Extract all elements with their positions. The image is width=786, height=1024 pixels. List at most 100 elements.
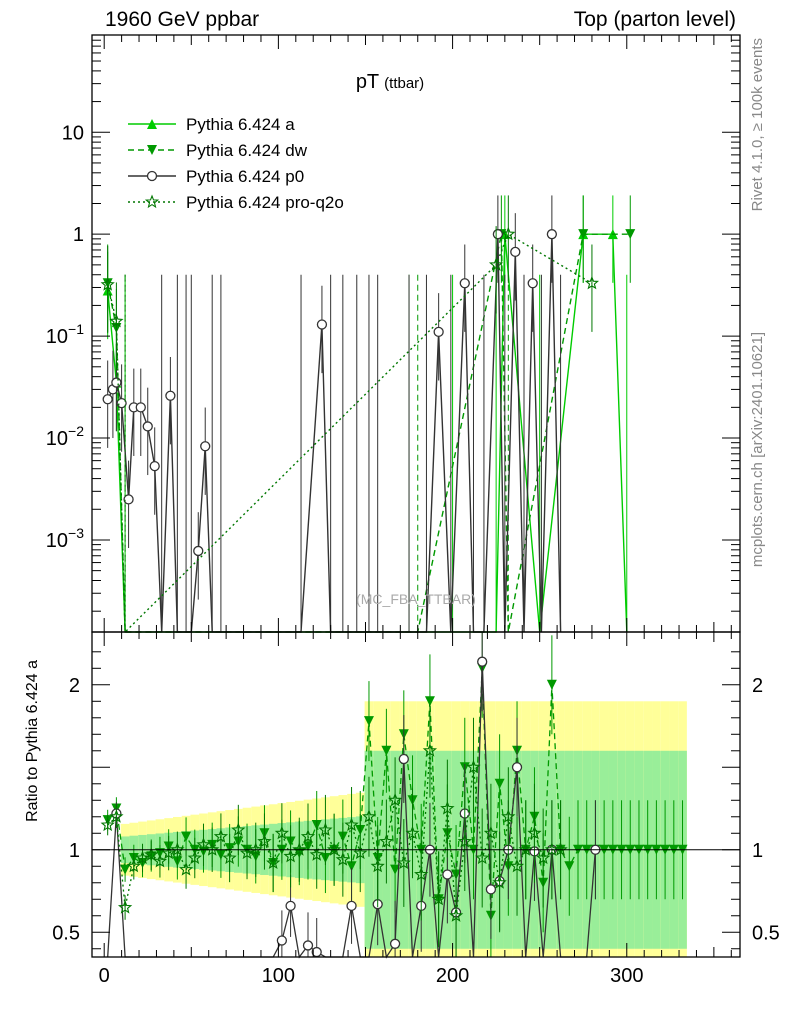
ratio-point-pro_q2o (387, 792, 403, 807)
ratio-y-tick-label: 2 (69, 675, 80, 697)
x-tick-label: 200 (436, 965, 469, 987)
ratio-point-p0 (302, 940, 314, 951)
main-point-dw (625, 229, 636, 240)
ratio-point-pro_q2o (117, 899, 133, 914)
ratio-point-p0 (398, 753, 409, 765)
ratio-point-pro_q2o (100, 817, 115, 832)
ratio-point-pro_q2o (135, 850, 150, 865)
ratio-y-axis-label: Ratio to Pythia 6.424 a (24, 660, 41, 822)
ratio-point-pro_q2o (475, 850, 490, 865)
ratio-y-tick-label: 1 (69, 840, 80, 862)
header-right: Top (parton level) (573, 8, 736, 31)
plot-title: pT (ttbar) (356, 71, 424, 93)
main-y-tick-label: 10−1 (46, 321, 84, 348)
ratio-point-pro_q2o (283, 848, 298, 863)
ratio-point-dw (120, 864, 131, 875)
ratio-point-p0 (485, 884, 497, 895)
ratio-y-tick-label: 0.5 (52, 922, 80, 944)
main-point-p0 (492, 229, 504, 240)
ratio-point-pro_q2o (187, 850, 202, 865)
ratio-point-pro_q2o (144, 847, 159, 861)
ratio-point-pro_q2o (300, 829, 316, 843)
ratio-point-pro_q2o (170, 842, 185, 856)
ratio-point-pro_q2o (405, 825, 420, 840)
ratio-point-pro_q2o (370, 858, 385, 873)
legend-label-p0: Pythia 6.424 p0 (186, 167, 304, 186)
ratio-point-pro_q2o (196, 837, 211, 851)
main-point-pro_q2o (109, 313, 124, 328)
rivet-label: Rivet 4.1.0, ≥ 100k events (749, 38, 766, 211)
ratio-point-pro_q2o (553, 842, 568, 856)
main-point-p0 (200, 441, 211, 452)
ratio-point-pro_q2o (318, 822, 333, 836)
ratio-point-pro_q2o (353, 845, 368, 860)
ratio-point-pro_q2o (152, 853, 168, 868)
ratio-point-dw (390, 864, 401, 875)
ratio-point-pro_q2o (414, 867, 429, 881)
ratio-point-pro_q2o (492, 875, 507, 889)
main-line-p0 (107, 234, 562, 633)
main-y-tick-label: 10−3 (46, 525, 84, 552)
main-y-tick-label: 10−2 (46, 423, 84, 450)
ratio-point-dw (494, 778, 505, 789)
ratio-point-dw (346, 861, 357, 872)
ratio-point-dw (564, 861, 575, 872)
ratio-point-dw (381, 745, 392, 756)
main-point-p0 (149, 460, 160, 472)
legend-marker-a (147, 119, 157, 129)
ratio-point-pro_q2o (257, 834, 272, 848)
main-point-p0 (165, 390, 176, 401)
ratio-point-pro_q2o (109, 809, 124, 823)
ratio-point-pro_q2o (205, 842, 220, 856)
ratio-point-pro_q2o (379, 833, 394, 848)
main-line-dw (107, 233, 631, 633)
ratio-point-p0 (285, 900, 296, 912)
ratio-point-pro_q2o (457, 834, 472, 848)
ratio-y-tick-label-right: 1 (752, 840, 763, 862)
legend-marker-pro_q2o (144, 194, 160, 209)
ratio-point-pro_q2o (509, 858, 525, 873)
main-point-p0 (111, 377, 122, 388)
x-tick-label: 300 (610, 965, 643, 987)
ratio-point-pro_q2o (239, 845, 255, 860)
ratio-point-pro_q2o (231, 822, 246, 836)
legend-label-pro_q2o: Pythia 6.424 pro-q2o (186, 193, 344, 212)
main-series-p0 (102, 195, 562, 633)
main-point-p0 (459, 278, 470, 289)
ratio-point-pro_q2o (309, 847, 324, 861)
ratio-y-tick-label-right: 2 (752, 675, 763, 697)
main-point-p0 (316, 319, 328, 330)
ratio-point-pro_q2o (335, 852, 350, 866)
ratio-point-pro_q2o (431, 891, 446, 906)
main-y-tick-label: 10 (62, 122, 84, 144)
x-tick-label: 0 (99, 965, 110, 987)
main-point-p0 (123, 494, 134, 505)
main-point-dw (578, 229, 589, 240)
main-point-p0 (135, 402, 146, 413)
main-point-pro_q2o (584, 275, 600, 290)
ratio-point-pro_q2o (178, 862, 194, 876)
legend-label-a: Pythia 6.424 a (186, 115, 295, 134)
main-point-p0 (546, 229, 558, 240)
legend-marker-p0 (146, 170, 158, 182)
main-line-pro_q2o (107, 233, 593, 634)
ratio-point-pro_q2o (274, 825, 290, 840)
legend: Pythia 6.424 a Pythia 6.424 dw Pythia 6.42… (128, 115, 344, 212)
ratio-point-dw (424, 696, 435, 707)
ratio-y-tick-label-right: 0.5 (752, 922, 780, 944)
ratio-point-pro_q2o (361, 809, 377, 823)
ratio-point-pro_q2o (326, 842, 342, 856)
main-point-p0 (142, 421, 153, 432)
ratio-point-p0 (276, 935, 288, 946)
ratio-point-pro_q2o (466, 759, 481, 774)
ratio-point-p0 (346, 900, 357, 912)
main-point-p0 (102, 394, 113, 405)
main-point-p0 (527, 278, 538, 289)
plot-title-main: pT (356, 71, 379, 93)
ratio-point-pro_q2o (213, 829, 229, 843)
plot-title-sub: (ttbar) (384, 75, 424, 92)
ratio-point-pro_q2o (344, 817, 359, 832)
main-point-pro_q2o (100, 277, 115, 291)
ratio-point-pro_q2o (518, 842, 533, 856)
